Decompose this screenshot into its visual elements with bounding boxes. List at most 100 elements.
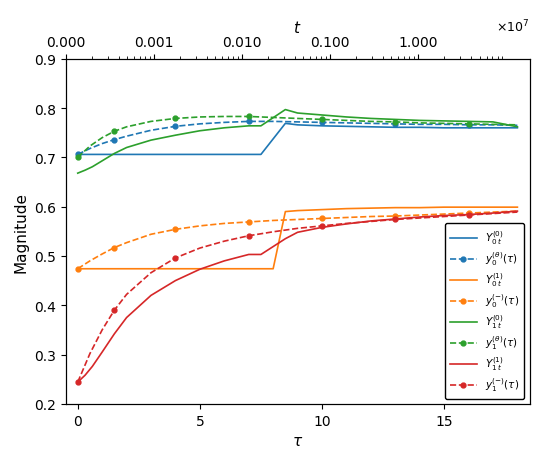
$y_0^{(\theta)}(\tau)$ [417,122,423,128]
$Y_{1\,t}^{(1)}$ [172,278,179,284]
$Y_{0\,t}^{(0)}$ [246,152,252,158]
$Y_{0\,t}^{(0)}$ [392,125,399,131]
$Y_{0\,t}^{(0)}$ [465,126,472,131]
$Y_{1\,t}^{(0)}$ [514,125,521,130]
$Y_{0\,t}^{(0)}$ [197,152,203,158]
$Y_{0\,t}^{(1)}$ [270,266,276,272]
$y_1^{(\theta)}(\tau)$ [221,114,228,120]
$y_0^{(\theta)}(\tau)$ [343,121,349,126]
$y_1^{(\theta)}(\tau)$ [514,123,521,129]
$y_1^{(-)}(\tau)$ [343,221,349,227]
$y_0^{(\theta)}(\tau)$ [221,120,228,126]
$Y_{0\,t}^{(1)}$ [343,207,349,212]
$Y_{1\,t}^{(1)}$ [514,209,521,214]
$Y_{1\,t}^{(1)}$ [392,217,399,222]
$y_1^{(-)}(\tau)$ [148,270,155,276]
$Y_{0\,t}^{(0)}$ [294,123,301,129]
$y_0^{(\theta)}(\tau)$ [123,134,130,140]
$y_0^{(\theta)}(\tau)$ [111,138,117,143]
$Y_{1\,t}^{(0)}$ [148,138,155,144]
$Y_{0\,t}^{(1)}$ [197,266,203,272]
$Y_{0\,t}^{(1)}$ [258,266,264,272]
$Y_{1\,t}^{(0)}$ [282,107,289,113]
$Y_{1\,t}^{(0)}$ [123,146,130,151]
$y_1^{(\theta)}(\tau)$ [465,122,472,127]
$y_1^{(-)}(\tau)$ [270,230,276,235]
$y_1^{(\theta)}(\tau)$ [319,118,325,123]
$y_0^{(-)}(\tau)$ [246,220,252,225]
$y_0^{(-)}(\tau)$ [514,209,521,214]
$y_0^{(-)}(\tau)$ [270,218,276,224]
$Y_{0\,t}^{(0)}$ [319,124,325,129]
$y_0^{(\theta)}(\tau)$ [490,123,496,129]
$y_0^{(-)}(\tau)$ [148,232,155,237]
$y_1^{(-)}(\tau)$ [441,214,447,220]
$y_1^{(-)}(\tau)$ [172,256,179,261]
$y_0^{(-)}(\tau)$ [441,212,447,218]
$y_0^{(-)}(\tau)$ [294,217,301,223]
$Y_{1\,t}^{(0)}$ [258,124,264,129]
$Y_{1\,t}^{(0)}$ [172,133,179,139]
$y_0^{(\theta)}(\tau)$ [319,120,325,126]
$Y_{0\,t}^{(1)}$ [148,266,155,272]
Line: $y_0^{(-)}(\tau)$: $y_0^{(-)}(\tau)$ [75,209,520,272]
$y_1^{(-)}(\tau)$ [367,219,374,225]
$Y_{1\,t}^{(1)}$ [343,222,349,227]
$Y_{0\,t}^{(0)}$ [74,152,81,158]
$y_1^{(-)}(\tau)$ [417,216,423,221]
$Y_{0\,t}^{(0)}$ [148,152,155,158]
$Y_{0\,t}^{(0)}$ [490,126,496,131]
$Y_{0\,t}^{(1)}$ [319,207,325,213]
$Y_{0\,t}^{(0)}$ [441,126,447,131]
$Y_{1\,t}^{(1)}$ [441,213,447,219]
$y_1^{(\theta)}(\tau)$ [87,144,93,150]
$y_1^{(\theta)}(\tau)$ [123,125,130,130]
$Y_{1\,t}^{(1)}$ [123,315,130,320]
$y_0^{(\theta)}(\tau)$ [74,152,81,158]
$Y_{1\,t}^{(0)}$ [197,129,203,134]
$Y_{0\,t}^{(1)}$ [172,266,179,272]
$Y_{0\,t}^{(1)}$ [294,208,301,214]
$Y_{0\,t}^{(0)}$ [221,152,228,158]
$y_1^{(\theta)}(\tau)$ [367,119,374,125]
$Y_{1\,t}^{(1)}$ [148,293,155,298]
$y_1^{(\theta)}(\tau)$ [74,155,81,161]
$Y_{0\,t}^{(1)}$ [417,206,423,211]
$Y_{0\,t}^{(1)}$ [246,266,252,272]
$Y_{1\,t}^{(0)}$ [246,124,252,129]
$Y_{1\,t}^{(0)}$ [111,151,117,157]
$Y_{1\,t}^{(0)}$ [82,168,88,174]
$Y_{1\,t}^{(0)}$ [74,171,81,177]
$Y_{1\,t}^{(1)}$ [246,252,252,257]
$y_0^{(-)}(\tau)$ [197,224,203,229]
$y_0^{(\theta)}(\tau)$ [441,122,447,128]
$Y_{1\,t}^{(0)}$ [490,120,496,125]
$y_1^{(-)}(\tau)$ [392,217,399,223]
$y_1^{(\theta)}(\tau)$ [148,119,155,125]
$y_1^{(-)}(\tau)$ [123,292,130,297]
$y_0^{(\theta)}(\tau)$ [514,123,521,129]
$Y_{1\,t}^{(0)}$ [319,113,325,118]
$y_0^{(-)}(\tau)$ [74,266,81,272]
X-axis label: $t$: $t$ [293,20,302,36]
$y_0^{(-)}(\tau)$ [343,215,349,221]
$Y_{1\,t}^{(1)}$ [89,364,96,369]
Y-axis label: Magnitude: Magnitude [13,191,28,272]
$Y_{0\,t}^{(0)}$ [258,152,264,158]
$Y_{0\,t}^{(1)}$ [99,266,105,272]
$Y_{1\,t}^{(1)}$ [417,215,423,220]
$Y_{1\,t}^{(1)}$ [99,350,105,355]
$Y_{1\,t}^{(0)}$ [417,118,423,124]
$y_1^{(-)}(\tau)$ [294,226,301,232]
$y_1^{(\theta)}(\tau)$ [441,121,447,127]
$y_1^{(\theta)}(\tau)$ [246,114,252,120]
$y_1^{(\theta)}(\tau)$ [417,121,423,126]
$Y_{1\,t}^{(1)}$ [282,236,289,242]
$y_0^{(\theta)}(\tau)$ [270,119,276,125]
$Y_{0\,t}^{(0)}$ [172,152,179,158]
$y_1^{(\theta)}(\tau)$ [111,129,117,135]
$Y_{0\,t}^{(1)}$ [465,205,472,210]
$y_1^{(\theta)}(\tau)$ [172,117,179,122]
$y_1^{(-)}(\tau)$ [514,210,521,215]
$Y_{1\,t}^{(0)}$ [441,119,447,124]
